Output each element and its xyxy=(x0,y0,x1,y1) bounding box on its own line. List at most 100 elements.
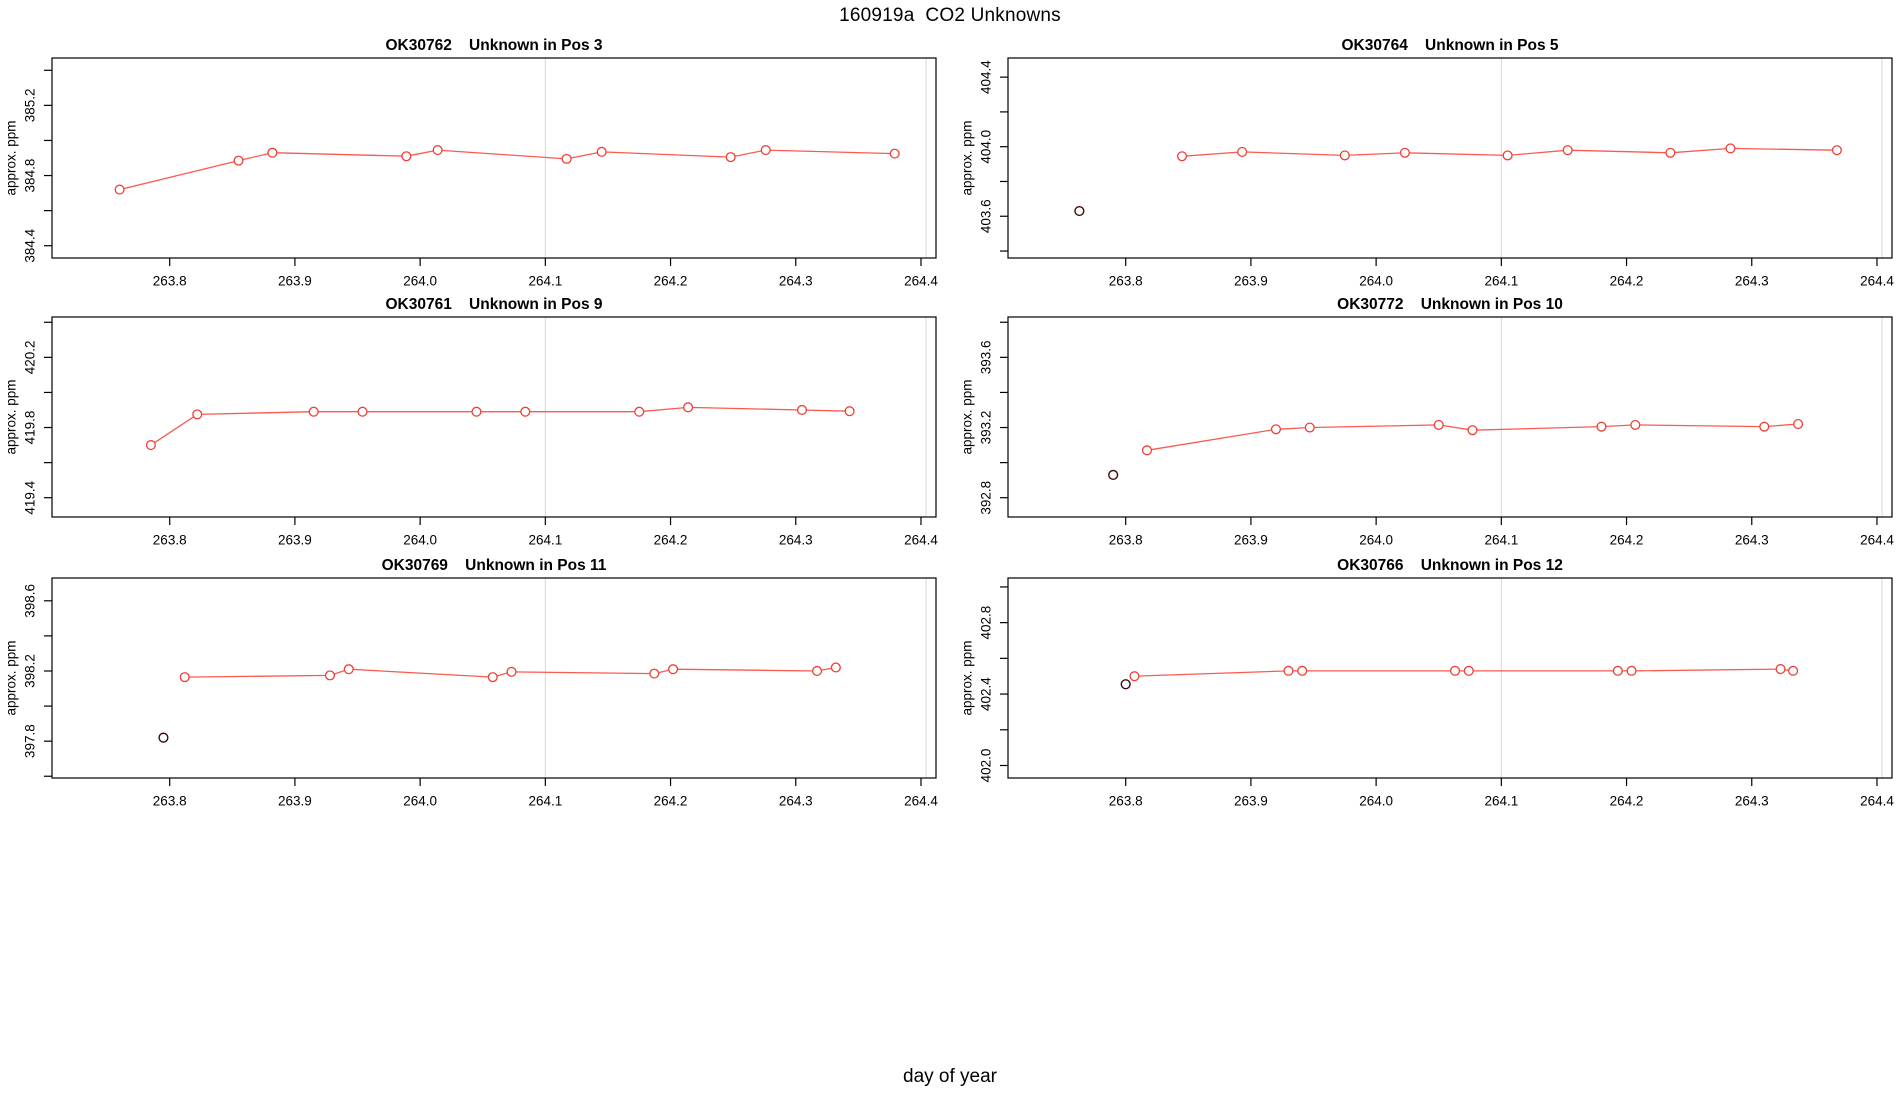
y-tick-label: 403.6 xyxy=(979,199,994,233)
data-point-marker xyxy=(471,406,482,417)
data-point-marker xyxy=(357,406,368,417)
y-tick-label: 398.6 xyxy=(23,584,38,618)
data-point-marker xyxy=(506,666,517,677)
data-point-marker xyxy=(1759,421,1770,432)
panel-title: OK30769 Unknown in Pos 11 xyxy=(382,557,607,574)
data-point-marker xyxy=(1297,665,1308,676)
data-point-marker xyxy=(1612,665,1623,676)
data-point-marker xyxy=(1237,146,1248,157)
data-point-marker xyxy=(830,662,841,673)
data-point-marker xyxy=(1502,150,1513,161)
x-tick-label: 264.1 xyxy=(1484,794,1518,809)
data-point-marker xyxy=(1449,665,1461,676)
x-tick-label: 263.8 xyxy=(1109,274,1143,289)
data-point-marker xyxy=(1339,150,1350,161)
data-line xyxy=(119,149,895,191)
data-point-marker xyxy=(725,152,736,163)
y-tick-label: 402.0 xyxy=(979,749,994,783)
data-point-marker xyxy=(811,665,823,677)
x-tick-label: 264.1 xyxy=(1484,274,1518,289)
x-tick-label: 264.3 xyxy=(1735,274,1769,289)
x-tick-label: 264.0 xyxy=(1359,274,1393,289)
x-tick-label: 264.2 xyxy=(1610,274,1644,289)
x-tick-label: 264.1 xyxy=(528,274,562,289)
x-tick-label: 263.9 xyxy=(278,794,312,809)
x-tick-label: 264.3 xyxy=(1735,794,1769,809)
x-tick-label: 264.2 xyxy=(654,533,688,548)
x-tick-label: 264.1 xyxy=(528,533,562,548)
x-tick-label: 263.9 xyxy=(1234,533,1268,548)
y-tick-label: 384.8 xyxy=(23,159,38,193)
x-tick-label: 264.4 xyxy=(1860,274,1894,289)
data-point-marker xyxy=(668,664,679,675)
data-point-marker xyxy=(432,145,443,156)
x-tick-label: 263.8 xyxy=(1109,533,1143,548)
y-tick-label: 398.2 xyxy=(23,654,38,688)
x-tick-label: 264.0 xyxy=(1359,533,1393,548)
panel-OK30762: 263.8 263.9 264.0 264.1 264.2 264.3 264.4 384.4… xyxy=(4,37,939,288)
data-point-marker xyxy=(760,145,771,156)
data-point-marker xyxy=(324,670,336,681)
data-point-marker xyxy=(343,664,354,675)
data-point-marker xyxy=(889,148,900,159)
x-tick-label: 264.4 xyxy=(904,274,938,289)
data-point-marker xyxy=(1270,424,1282,435)
panel-title: OK30764 Unknown in Pos 5 xyxy=(1341,37,1558,54)
x-tick-label: 263.9 xyxy=(1234,274,1268,289)
data-point-marker xyxy=(267,147,278,158)
plot-box xyxy=(1007,57,1893,259)
x-tick-label: 264.1 xyxy=(528,794,562,809)
x-tick-label: 264.2 xyxy=(1610,533,1644,548)
data-point-marker xyxy=(634,406,645,417)
x-tick-label: 263.9 xyxy=(1234,794,1268,809)
data-point-marker xyxy=(1665,147,1676,158)
data-point-marker xyxy=(1775,664,1786,675)
data-point-marker xyxy=(401,151,412,162)
data-point-marker xyxy=(561,153,572,164)
x-tick-label: 263.8 xyxy=(153,274,187,289)
data-point-marker xyxy=(1463,665,1474,676)
data-point-marker xyxy=(1129,671,1140,682)
plot-box xyxy=(51,57,937,259)
x-tick-label: 264.0 xyxy=(403,794,437,809)
data-point-marker xyxy=(179,672,190,683)
x-tick-label: 264.1 xyxy=(1484,533,1518,548)
y-tick-label: 404.4 xyxy=(979,60,994,94)
x-tick-label: 264.0 xyxy=(403,533,437,548)
data-point-marker xyxy=(1788,665,1799,676)
data-point-marker xyxy=(487,672,498,683)
data-point-marker xyxy=(1793,418,1804,430)
x-tick-label: 263.8 xyxy=(1109,794,1143,809)
panel-title: OK30772 Unknown in Pos 10 xyxy=(1337,296,1563,313)
x-tick-label: 264.2 xyxy=(654,274,688,289)
main-title: 160919a CO2 Unknowns xyxy=(839,5,1061,26)
y-tick-label: 385.2 xyxy=(23,88,38,122)
panel-OK30766: 263.8 263.9 264.0 264.1 264.2 264.3 264.4 402.0… xyxy=(960,557,1895,808)
x-tick-label: 264.4 xyxy=(904,794,938,809)
data-point-marker xyxy=(1399,147,1410,158)
data-point-marker xyxy=(1630,419,1641,430)
data-point-marker xyxy=(796,404,808,416)
data-point-marker xyxy=(520,406,531,417)
y-axis-title: approx. ppm xyxy=(960,379,975,454)
data-point-marker xyxy=(114,184,125,195)
panel-OK30772: 263.8 263.9 264.0 264.1 264.2 264.3 264.4 392.8… xyxy=(960,296,1895,547)
x-axis-label: day of year xyxy=(903,1066,997,1087)
x-tick-label: 263.9 xyxy=(278,274,312,289)
x-tick-label: 264.3 xyxy=(779,533,813,548)
data-point-marker xyxy=(1433,419,1444,430)
data-point-marker xyxy=(1467,425,1478,436)
y-axis-title: approx. ppm xyxy=(4,120,19,195)
x-tick-label: 263.8 xyxy=(153,794,187,809)
panel-title: OK30762 Unknown in Pos 3 xyxy=(385,37,602,54)
data-point-marker xyxy=(1304,422,1315,433)
x-tick-label: 264.4 xyxy=(1860,533,1894,548)
y-tick-label: 397.8 xyxy=(23,724,38,758)
x-tick-label: 264.4 xyxy=(904,533,938,548)
data-point-marker xyxy=(683,402,694,413)
panel-title: OK30766 Unknown in Pos 12 xyxy=(1337,557,1563,574)
data-point-marker xyxy=(1141,445,1153,456)
y-axis-title: approx. ppm xyxy=(4,379,19,454)
y-tick-label: 419.8 xyxy=(23,411,38,445)
